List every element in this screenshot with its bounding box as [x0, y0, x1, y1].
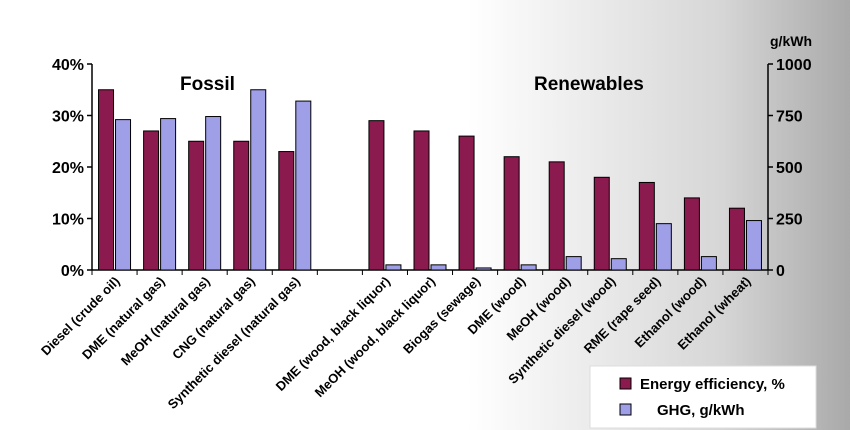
- bar-energy-efficiency: [503, 156, 520, 271]
- bar-ghg: [250, 89, 267, 271]
- left-tick-label: 30%: [52, 109, 84, 126]
- bar-energy-efficiency: [233, 140, 250, 271]
- bar-ghg: [160, 118, 177, 271]
- bar-ghg: [115, 119, 132, 271]
- legend-label-energy-efficiency: Energy efficiency, %: [640, 376, 785, 393]
- bar-ghg: [610, 258, 627, 271]
- right-tick-label: 500: [776, 160, 803, 177]
- group-label-renewables: Renewables: [534, 74, 644, 95]
- group-label-fossil: Fossil: [180, 74, 235, 95]
- bar-ghg: [655, 223, 672, 271]
- bar-energy-efficiency: [368, 120, 385, 271]
- bar-energy-efficiency: [188, 140, 205, 271]
- bar-energy-efficiency: [593, 176, 610, 271]
- bar-ghg: [430, 264, 447, 271]
- axes: 0% 10% 20% 30% 40% 0 250 500 750 1000: [52, 57, 812, 280]
- legend: Energy efficiency, % GHG, g/kWh: [589, 365, 817, 429]
- bar-ghg: [385, 264, 402, 271]
- left-tick-label: 20%: [52, 160, 84, 177]
- bar-ghg: [700, 256, 717, 271]
- left-tick-label: 10%: [52, 212, 84, 229]
- legend-label-ghg: GHG, g/kWh: [657, 402, 745, 419]
- bar-ghg: [520, 264, 537, 271]
- left-tick-label: 0%: [61, 263, 84, 280]
- bar-ghg: [565, 256, 582, 271]
- bar-ghg: [295, 100, 312, 271]
- bar-energy-efficiency: [98, 89, 115, 271]
- bar-energy-efficiency: [458, 135, 475, 271]
- bars: [98, 89, 762, 271]
- bar-energy-efficiency: [548, 161, 565, 271]
- right-tick-label: 0: [776, 263, 785, 280]
- bar-ghg: [745, 220, 762, 271]
- bar-energy-efficiency: [728, 207, 745, 271]
- bar-ghg: [475, 267, 492, 271]
- left-tick-label: 40%: [52, 57, 84, 74]
- right-axis-unit: g/kWh: [770, 33, 812, 49]
- bar-energy-efficiency: [278, 151, 295, 271]
- right-tick-label: 1000: [776, 57, 812, 74]
- legend-swatch-ghg: [619, 403, 632, 416]
- right-tick-label: 250: [776, 212, 803, 229]
- bar-ghg: [205, 116, 222, 271]
- bar-energy-efficiency: [413, 130, 430, 271]
- legend-swatch-energy-efficiency: [619, 377, 632, 390]
- bar-energy-efficiency: [683, 197, 700, 271]
- bar-energy-efficiency: [638, 181, 655, 271]
- right-tick-label: 750: [776, 109, 803, 126]
- bar-energy-efficiency: [143, 130, 160, 271]
- legend-box: [589, 365, 817, 429]
